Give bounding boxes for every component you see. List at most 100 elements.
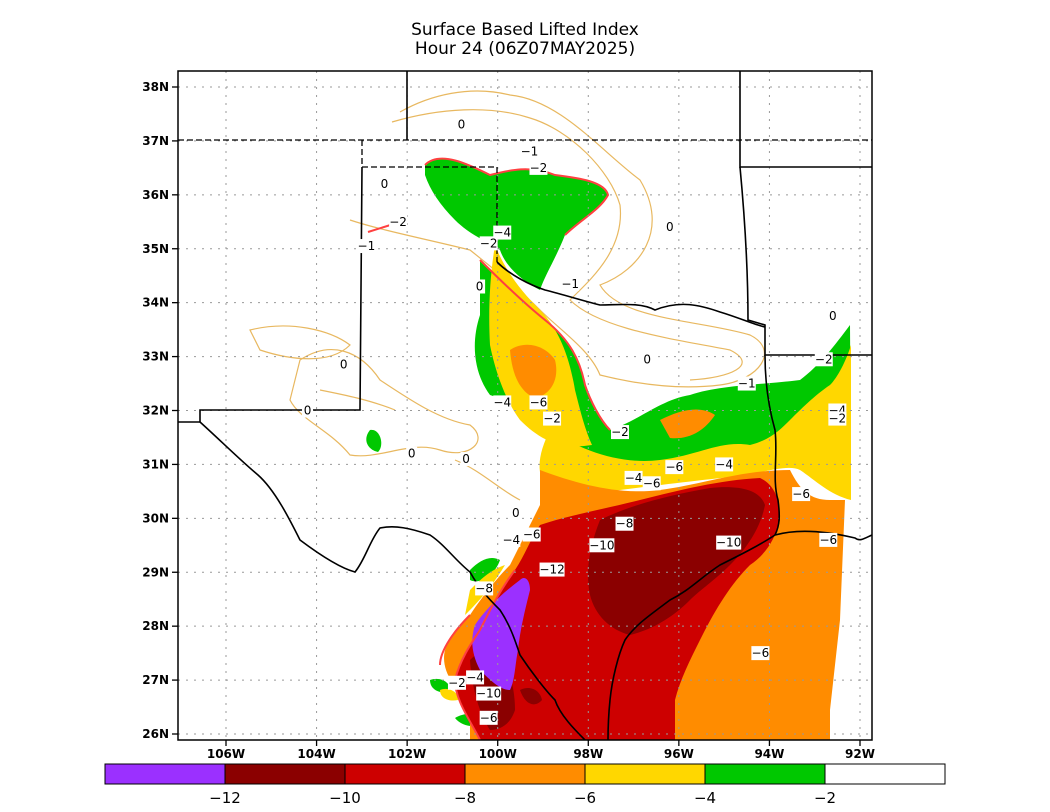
contour-label-text: −2 [829, 412, 847, 426]
contour-label: −6 [819, 532, 838, 547]
colorbar-segment [344, 763, 466, 785]
contour-label: −1 [520, 144, 539, 159]
contour-label-background [406, 446, 418, 461]
lat-tick-label: 32N [142, 404, 169, 418]
lat-tick-label: 31N [142, 457, 169, 471]
lat-tick-label: 33N [142, 350, 169, 364]
contour-label-text: 0 [462, 452, 470, 466]
lat-tick-label: 36N [142, 188, 169, 202]
contour-label-text: −6 [480, 711, 498, 725]
contour-label-background [615, 516, 634, 531]
contour-label-background [814, 352, 833, 367]
contour-label-background [737, 376, 756, 391]
contour-label-text: −6 [792, 487, 810, 501]
contour-label: −4 [466, 670, 485, 685]
contour-label: −6 [522, 527, 541, 542]
lon-tick-label: 96W [664, 747, 694, 761]
contour-label: 0 [406, 446, 418, 461]
contour-label: 0 [664, 220, 676, 235]
contour-label-text: −4 [715, 457, 733, 471]
contour-label-text: −2 [448, 676, 466, 690]
contour-label: −4 [493, 395, 512, 410]
contour-label: −10 [589, 538, 615, 553]
contour-label: −6 [642, 476, 661, 491]
colorbar-label: −6 [574, 789, 596, 807]
contour-label-text: −12 [539, 563, 564, 577]
contour-label-text: −10 [589, 538, 614, 552]
contour-label-background [827, 309, 839, 324]
contour-label: −1 [561, 276, 580, 291]
colorbar-segment [104, 763, 226, 785]
colorbar-segment [224, 763, 346, 785]
fill-below-minus-12 [472, 578, 530, 690]
contour-label-background [828, 411, 847, 426]
contour-label-background [529, 395, 548, 410]
contour-label-text: −4 [466, 670, 484, 684]
red-contour-lines [367, 157, 611, 740]
contour-label: −12 [539, 562, 565, 577]
colorbar-label: −2 [814, 789, 836, 807]
colorbar-segment [824, 763, 946, 785]
contour-label-text: −2 [389, 215, 407, 229]
contour-label-text: −10 [716, 536, 741, 550]
contour-label-text: −4 [625, 471, 643, 485]
contour-label: 0 [474, 279, 486, 294]
colorbar-label: −8 [454, 789, 476, 807]
contour-label-text: −2 [815, 352, 833, 366]
contour-label: −4 [715, 457, 734, 472]
contour-label: 0 [338, 357, 350, 372]
contour-label-text: −2 [530, 161, 548, 175]
contour-label-text: −6 [643, 476, 661, 490]
contour-label: −8 [475, 581, 494, 596]
map-title-line-1: Surface Based Lifted Index [411, 20, 639, 40]
lon-tick-label: 106W [207, 747, 245, 761]
contour-label: 0 [827, 309, 839, 324]
contour-label-text: −2 [611, 425, 629, 439]
contour-label-background [715, 457, 734, 472]
contour-label-background [539, 562, 565, 577]
colorbar-segment [464, 763, 586, 785]
contour-label-background [475, 581, 494, 596]
lon-tick-label: 100W [479, 747, 517, 761]
lon-tick-label: 102W [388, 747, 426, 761]
contour-label-background [642, 476, 661, 491]
contour-label-background [510, 505, 522, 520]
colorbar: −12 −10 −8 −6 −4 −2 [104, 763, 946, 807]
contour-label-text: −4 [493, 395, 511, 409]
contour-label: 0 [455, 117, 467, 132]
contour-label-background [664, 220, 676, 235]
lon-tick-label: 92W [845, 747, 875, 761]
contour-label-background [455, 117, 467, 132]
lat-tick-label: 35N [142, 242, 169, 256]
latitude-labels: 38N 37N 36N 35N 34N 33N 32N 31N 30N 29N 28N 27N 26N [142, 80, 178, 741]
contour-label: −2 [479, 236, 498, 251]
contour-label-background [624, 470, 643, 485]
map-frame [177, 70, 873, 741]
contour-label: 0 [510, 505, 522, 520]
contour-label-text: −2 [543, 412, 561, 426]
lat-tick-label: 30N [142, 511, 169, 525]
contour-label: −8 [615, 516, 634, 531]
contour-label-text: −1 [521, 145, 539, 159]
contour-label-background [389, 214, 408, 229]
contour-label-background [665, 460, 684, 475]
contour-label: −2 [529, 160, 548, 175]
contour-label-background [520, 144, 539, 159]
contour-label-background [522, 527, 541, 542]
colorbar-label: −4 [694, 789, 716, 807]
lat-tick-label: 26N [142, 727, 169, 741]
contour-label: −1 [357, 239, 376, 254]
contour-label-text: 0 [458, 118, 466, 132]
contour-label-background [493, 225, 512, 240]
contour-label-background [610, 425, 629, 440]
contour-label-background [529, 160, 548, 175]
contour-label-text: 0 [381, 177, 389, 191]
map-title-line-2: Hour 24 (06Z07MAY2025) [414, 39, 636, 59]
colorbar-label: −12 [209, 789, 241, 807]
colorbar-segment [704, 763, 826, 785]
lat-tick-label: 34N [142, 296, 169, 310]
contour-label: −10 [716, 535, 741, 550]
contour-label-background [561, 276, 580, 291]
